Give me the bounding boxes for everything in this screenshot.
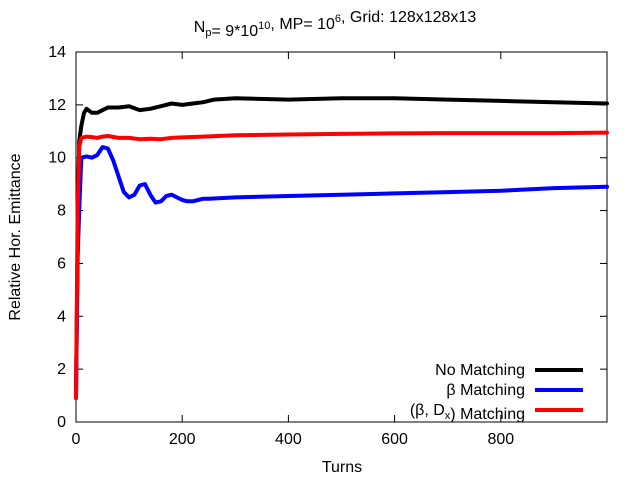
x-tick-label: 0: [72, 431, 81, 448]
y-tick-label: 10: [48, 150, 66, 167]
y-tick-label: 8: [57, 203, 66, 220]
series-line-1: [74, 96, 609, 398]
y-tick-label: 2: [57, 361, 66, 378]
legend-label: No Matching: [435, 362, 525, 379]
y-tick-label: 12: [48, 97, 66, 114]
chart-title: Np= 9*1010, MP= 106, Grid: 128x128x13: [194, 9, 477, 40]
title-part: , MP= 10: [270, 16, 335, 33]
legend-label: (β, Dx) Matching: [410, 402, 525, 423]
title-superscript: 6: [335, 13, 341, 25]
title-part: = 9*10: [211, 23, 258, 40]
axes: 0 2 4 6 8 10 12 14 0 200 400 600 800: [48, 44, 608, 448]
series-line-3: [74, 130, 609, 401]
legend-label-part: β Matching: [446, 382, 525, 399]
series-layer: [74, 96, 609, 401]
x-axis-label: Turns: [322, 459, 362, 476]
legend-label-part: ) Matching: [450, 406, 525, 423]
y-tick-label: 0: [57, 414, 66, 431]
y-tick-label: 14: [48, 44, 66, 61]
y-tick-label: 4: [57, 308, 66, 325]
y-tick-label: 6: [57, 255, 66, 272]
legend-subscript: x: [445, 410, 451, 422]
legend-label-part: No Matching: [435, 362, 525, 379]
y-axis-label: Relative Hor. Emittance: [7, 153, 24, 320]
title-part: , Grid: 128x128x13: [341, 9, 476, 26]
x-tick-label: 200: [169, 431, 196, 448]
series-line-2: [74, 145, 609, 398]
x-tick-label: 800: [487, 431, 514, 448]
x-tick-label: 400: [275, 431, 302, 448]
title-subscript: p: [205, 27, 211, 39]
title-part: N: [194, 19, 206, 36]
legend-label-part: (β, D: [410, 402, 445, 419]
legend-label: β Matching: [446, 382, 525, 399]
title-superscript: 10: [258, 20, 270, 32]
x-tick-label: 600: [381, 431, 408, 448]
